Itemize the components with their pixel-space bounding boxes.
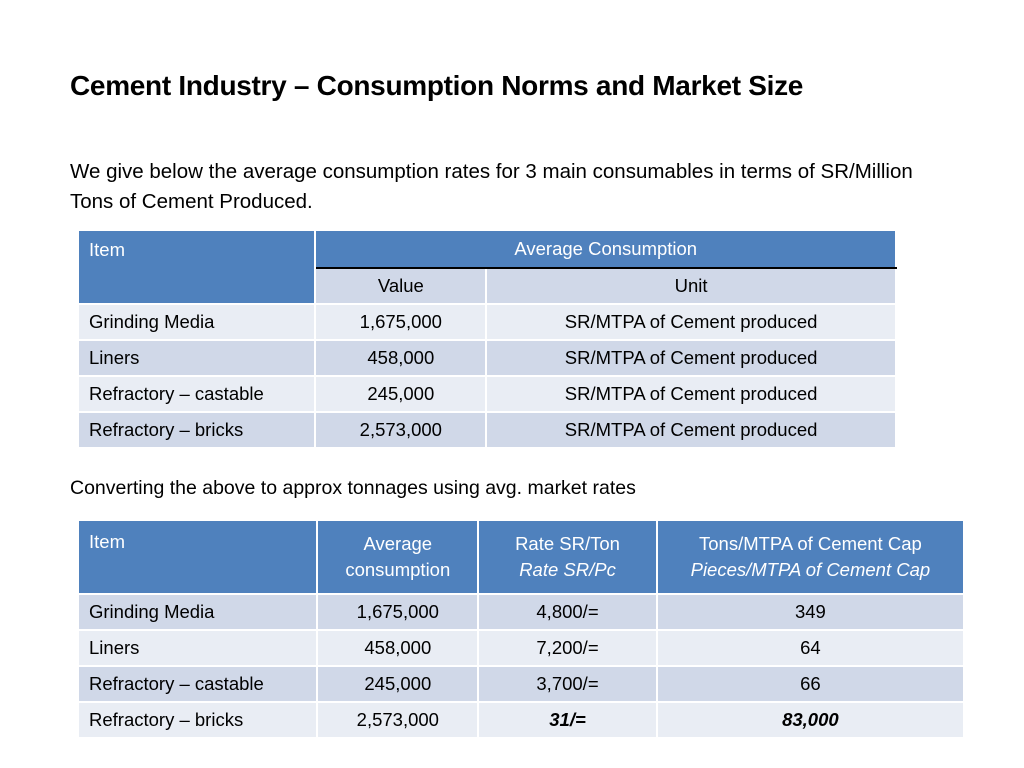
table-row: Liners 458,000 SR/MTPA of Cement produce… [76,339,897,377]
subheader-value: Value [314,267,488,305]
header-average-consumption: Average Consumption [314,229,897,269]
row-value: 2,573,000 [314,411,488,449]
table-row: Refractory – castable 245,000 SR/MTPA of… [76,375,897,413]
row-item: Grinding Media [76,303,317,341]
row-avg: 2,573,000 [316,701,480,739]
row-rate: 4,800/= [477,593,658,631]
header-item: Item [76,519,319,595]
row-rate: 31/= [477,701,658,739]
row-item: Refractory – bricks [76,411,317,449]
conversion-caption: Converting the above to approx tonnages … [70,477,636,499]
header-avg-line1: Average [363,533,433,554]
header-tons-line1: Tons/MTPA of Cement Cap [699,533,922,554]
table-row: Refractory – bricks 2,573,000 SR/MTPA of… [76,411,897,449]
row-unit: SR/MTPA of Cement produced [485,411,897,449]
tonnage-table: Item Average consumption Rate SR/Ton Rat… [76,519,966,739]
row-avg: 458,000 [316,629,480,667]
row-item: Refractory – bricks [76,701,319,739]
row-value: 1,675,000 [314,303,488,341]
header-tons: Tons/MTPA of Cement Cap Pieces/MTPA of C… [655,519,966,595]
subheader-unit: Unit [485,267,897,305]
table-row: Refractory – bricks 2,573,000 31/= 83,00… [76,701,966,739]
intro-text: We give below the average consumption ra… [70,160,913,213]
row-value: 458,000 [314,339,488,377]
header-tons-line2: Pieces/MTPA of Cement Cap [690,559,931,580]
header-item: Item [76,229,317,305]
header-average-consumption: Average consumption [316,519,480,595]
row-rate: 7,200/= [477,629,658,667]
row-item: Refractory – castable [76,665,319,703]
row-item: Liners [76,629,319,667]
header-rate-line1: Rate SR/Ton [515,533,620,554]
row-rate: 3,700/= [477,665,658,703]
row-value: 245,000 [314,375,488,413]
row-tons: 66 [655,665,966,703]
header-rate: Rate SR/Ton Rate SR/Pc [477,519,658,595]
row-unit: SR/MTPA of Cement produced [485,375,897,413]
row-avg: 245,000 [316,665,480,703]
row-unit: SR/MTPA of Cement produced [485,339,897,377]
consumption-table: Item Average Consumption Value Unit Grin… [76,229,897,449]
row-tons: 349 [655,593,966,631]
table-row: Liners 458,000 7,200/= 64 [76,629,966,667]
row-tons: 83,000 [655,701,966,739]
row-item: Refractory – castable [76,375,317,413]
page-title: Cement Industry – Consumption Norms and … [70,70,804,101]
row-unit: SR/MTPA of Cement produced [485,303,897,341]
header-rate-line2: Rate SR/Pc [519,559,616,580]
row-item: Grinding Media [76,593,319,631]
row-item: Liners [76,339,317,377]
row-avg: 1,675,000 [316,593,480,631]
row-tons: 64 [655,629,966,667]
table-row: Grinding Media 1,675,000 SR/MTPA of Ceme… [76,303,897,341]
table-row: Grinding Media 1,675,000 4,800/= 349 [76,593,966,631]
table-row: Refractory – castable 245,000 3,700/= 66 [76,665,966,703]
header-avg-line2: consumption [345,559,451,580]
